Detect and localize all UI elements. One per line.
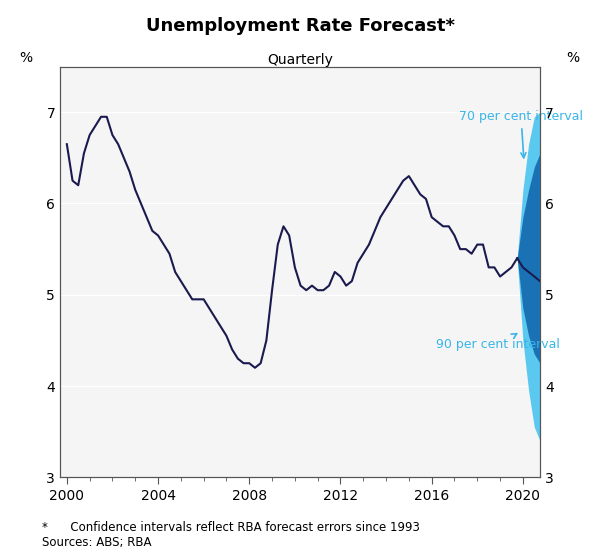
Title: Quarterly: Quarterly — [267, 53, 333, 67]
Text: Sources: ABS; RBA: Sources: ABS; RBA — [42, 537, 151, 549]
Text: *      Confidence intervals reflect RBA forecast errors since 1993: * Confidence intervals reflect RBA forec… — [42, 521, 420, 534]
Text: Unemployment Rate Forecast*: Unemployment Rate Forecast* — [146, 17, 455, 34]
Text: 90 per cent interval: 90 per cent interval — [436, 334, 560, 351]
Text: %: % — [19, 51, 32, 64]
Text: 70 per cent interval: 70 per cent interval — [459, 110, 583, 158]
Text: %: % — [566, 51, 580, 64]
